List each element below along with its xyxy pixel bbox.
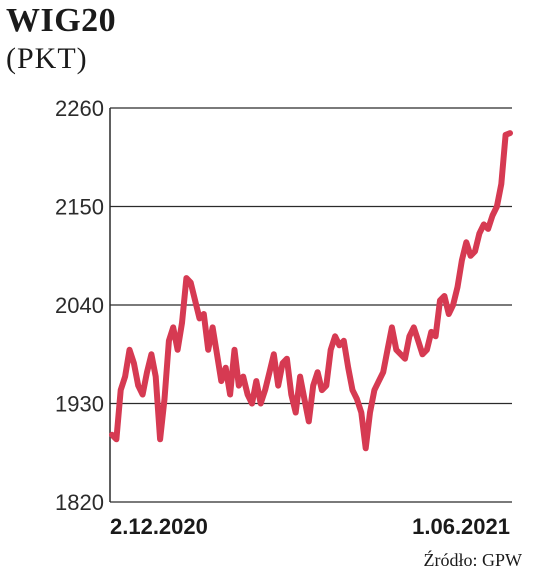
y-tick-label-1820: 1820 [55,490,104,515]
chart-subtitle: (PKT) [6,42,88,75]
chart-title: WIG20 [6,2,117,39]
x-tick-label-end: 1.06.2021 [412,514,510,539]
x-axis: 2.12.2020 1.06.2021 [110,514,510,539]
y-tick-label-2040: 2040 [55,293,104,318]
source-note: Źródło: GPW [423,550,523,570]
series-line-0 [109,130,513,452]
series-layer [109,130,513,452]
y-tick-label-2260: 2260 [55,96,104,121]
y-tick-label-2150: 2150 [55,195,104,220]
y-tick-label-1930: 1930 [55,392,104,417]
x-tick-label-start: 2.12.2020 [110,514,208,539]
y-axis: 2260 2150 2040 1930 1820 [55,96,111,515]
